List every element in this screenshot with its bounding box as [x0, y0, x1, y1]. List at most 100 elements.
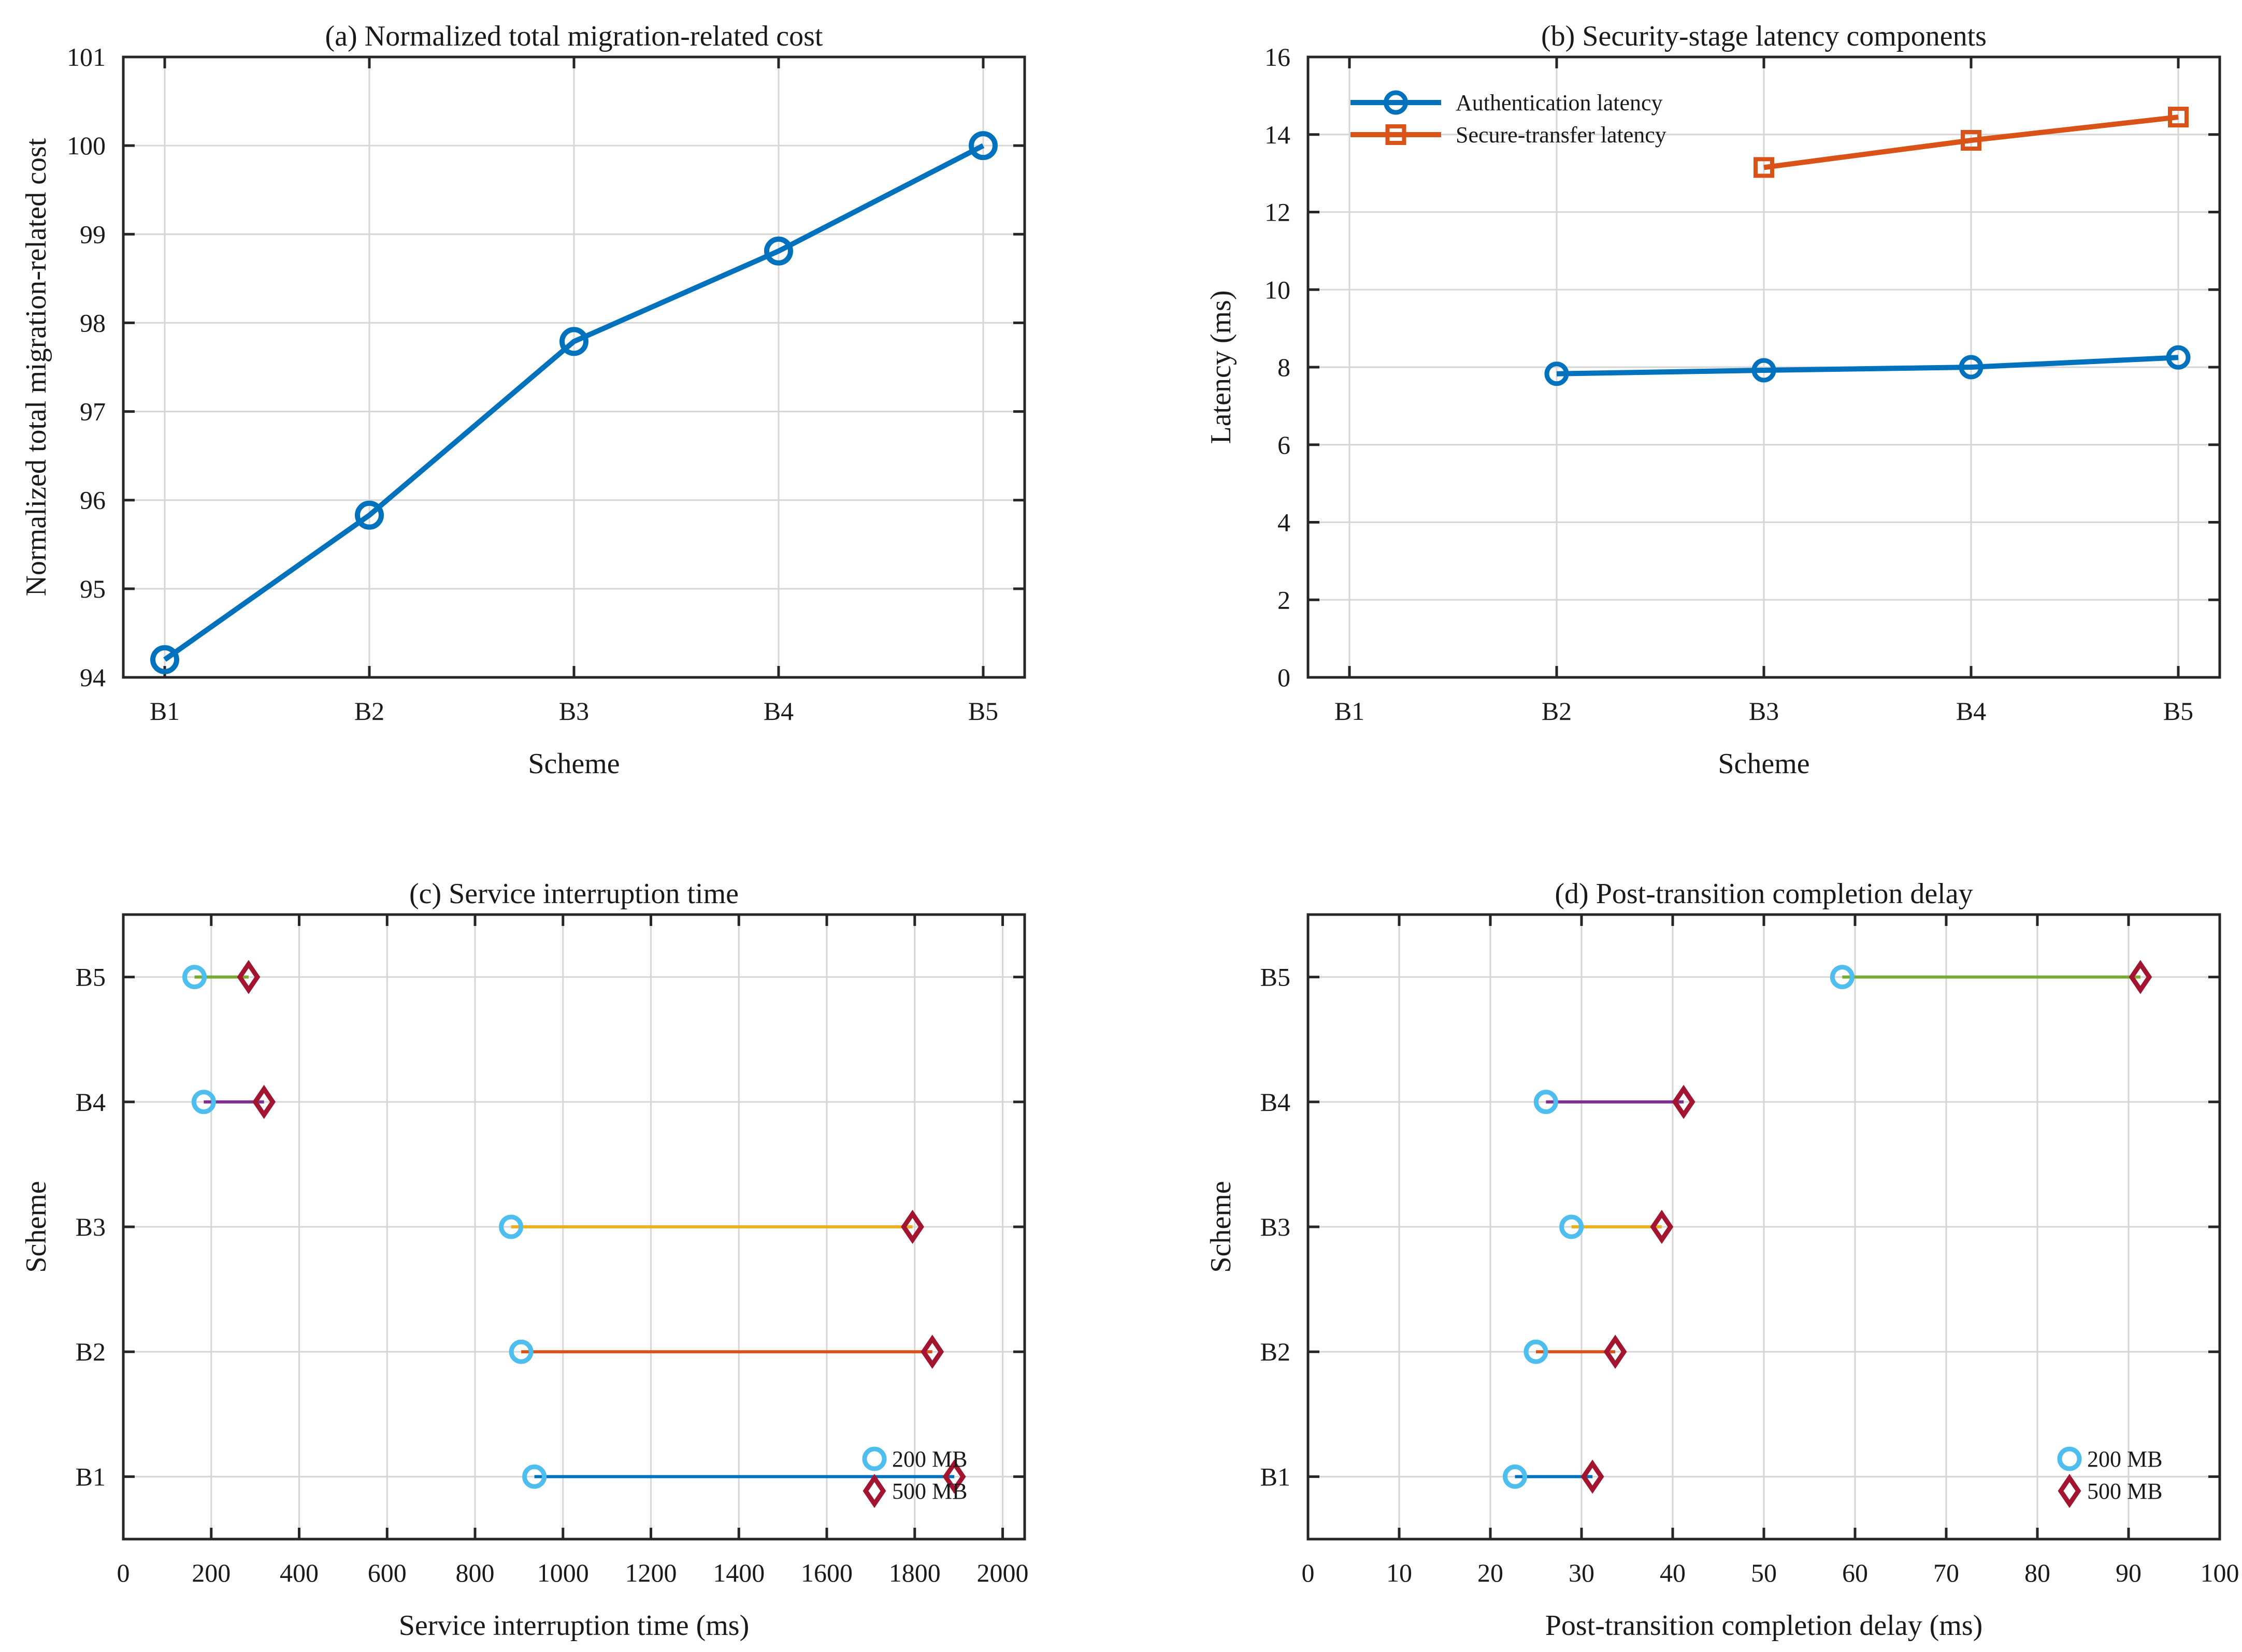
x-tick-label: 600	[368, 1558, 407, 1587]
data-point-500mb	[1650, 1209, 1674, 1244]
legend-label: Secure-transfer latency	[1456, 122, 1666, 148]
y-tick-label: B4	[1260, 1088, 1290, 1117]
data-point-500mb	[1672, 1084, 1695, 1119]
y-tick-label: 12	[1264, 198, 1290, 227]
data-point	[1961, 129, 1981, 151]
y-tick-label: B5	[1260, 963, 1290, 992]
x-tick-label: 1200	[625, 1558, 677, 1587]
data-point	[1544, 361, 1569, 386]
chart-b: B1 B2 B3 B4 B5 0 2 4 6 8 10 12 14 16 (b) Security-stag…	[1205, 20, 2221, 780]
y-tick-label: 94	[80, 663, 106, 692]
y-tick-label: 8	[1277, 353, 1290, 382]
data-point-200mb	[1559, 1214, 1584, 1239]
x-tick-label: B2	[1542, 697, 1572, 726]
x-axis-label: Post-transition completion delay (ms)	[1545, 1610, 1983, 1642]
y-tick-label: 100	[67, 131, 106, 160]
x-tick-label: 1800	[889, 1558, 941, 1587]
x-tick-label: 50	[1751, 1558, 1777, 1587]
y-tick-label: B2	[76, 1337, 106, 1366]
y-tick-label: B5	[76, 963, 106, 992]
data-point	[2166, 345, 2191, 370]
x-tick-label: 200	[192, 1558, 231, 1587]
chart-title: (d) Post-transition completion delay	[1555, 878, 1973, 910]
x-axis-label: Service interruption time (ms)	[399, 1610, 749, 1642]
x-tick-label: 1000	[537, 1558, 589, 1587]
y-axis-label: Normalized total migration-related cost	[20, 138, 52, 596]
x-tick-label: B5	[2163, 697, 2193, 726]
y-tick-label: 99	[80, 220, 106, 249]
legend-label: 500 MB	[892, 1479, 967, 1504]
y-tick-label: 0	[1277, 663, 1290, 692]
y-axis-label: Latency (ms)	[1205, 291, 1237, 444]
y-tick-label: B4	[76, 1088, 106, 1117]
data-point	[764, 236, 793, 266]
y-tick-label: 2	[1277, 585, 1290, 614]
data-point	[1751, 358, 1776, 383]
y-tick-label: 4	[1277, 508, 1290, 537]
series-line	[163, 143, 985, 662]
x-tick-label: 1400	[713, 1558, 765, 1587]
legend: 200 MB 500 MB	[2057, 1446, 2162, 1509]
data-point-500mb	[2129, 960, 2152, 994]
data-point-200mb	[1503, 1464, 1528, 1489]
legend-marker	[1385, 124, 1406, 145]
data-point-500mb	[252, 1084, 276, 1119]
legend-label: 500 MB	[2087, 1479, 2162, 1504]
x-tick-label: 80	[2024, 1558, 2050, 1587]
y-tick-label: B1	[76, 1462, 106, 1491]
y-tick-label: 16	[1264, 42, 1290, 71]
y-tick-label: 98	[80, 308, 106, 337]
x-tick-label: 20	[1477, 1558, 1503, 1587]
chart-c: 0 200 400 600 800 1000 1200 1400 1600 1800 2000 B1 B…	[20, 878, 1029, 1642]
data-point-200mb	[191, 1090, 216, 1114]
series-line	[1763, 114, 2179, 170]
data-point-500mb	[901, 1209, 925, 1244]
x-tick-label: B1	[1334, 697, 1364, 726]
data-point	[969, 131, 998, 161]
x-axis-label: Scheme	[528, 748, 620, 780]
x-tick-label: 400	[280, 1558, 319, 1587]
x-tick-label: B4	[764, 697, 794, 726]
data-point-500mb	[1580, 1459, 1604, 1494]
x-tick-label: 2000	[977, 1558, 1029, 1587]
data-point	[150, 645, 179, 674]
data-point	[355, 500, 384, 530]
x-tick-label: 60	[1842, 1558, 1868, 1587]
y-tick-label: B3	[76, 1212, 106, 1241]
y-tick-label: 95	[80, 574, 106, 603]
data-point-500mb	[1603, 1335, 1627, 1369]
x-tick-label: B5	[968, 697, 998, 726]
x-tick-label: 90	[2116, 1558, 2142, 1587]
y-tick-label: B1	[1260, 1462, 1290, 1491]
legend-marker	[862, 1446, 887, 1471]
x-tick-label: B3	[1749, 697, 1779, 726]
data-point-500mb	[942, 1459, 966, 1494]
x-tick-label: 100	[2201, 1558, 2239, 1587]
x-tick-label: 0	[1302, 1558, 1315, 1587]
x-tick-label: 800	[456, 1558, 495, 1587]
legend-label: 200 MB	[892, 1446, 967, 1472]
y-axis-label: Scheme	[20, 1181, 52, 1272]
data-point-200mb	[499, 1214, 524, 1239]
x-tick-label: B1	[150, 697, 180, 726]
y-tick-label: 6	[1277, 430, 1290, 459]
data-point	[1959, 355, 1984, 380]
y-tick-label: 97	[80, 397, 106, 426]
data-point-500mb	[921, 1335, 944, 1369]
x-tick-label: B3	[559, 697, 589, 726]
legend: 200 MB 500 MB	[862, 1446, 967, 1509]
x-tick-label: 10	[1386, 1558, 1412, 1587]
data-point	[559, 327, 588, 356]
x-axis-label: Scheme	[1718, 748, 1809, 780]
legend-marker	[2058, 1473, 2081, 1509]
data-point-200mb	[1830, 965, 1855, 990]
legend-label: Authentication latency	[1456, 90, 1663, 115]
legend-marker	[2057, 1446, 2082, 1471]
chart-a: B1 B2 B3 B4 B5 94 95 96 97 98 99 100 101 (a) Normaliz…	[20, 20, 1026, 780]
x-tick-label: B2	[354, 697, 384, 726]
data-point-200mb	[1524, 1339, 1548, 1364]
y-tick-label: 101	[67, 42, 106, 71]
x-tick-label: 0	[117, 1558, 130, 1587]
y-tick-label: B2	[1260, 1337, 1290, 1366]
